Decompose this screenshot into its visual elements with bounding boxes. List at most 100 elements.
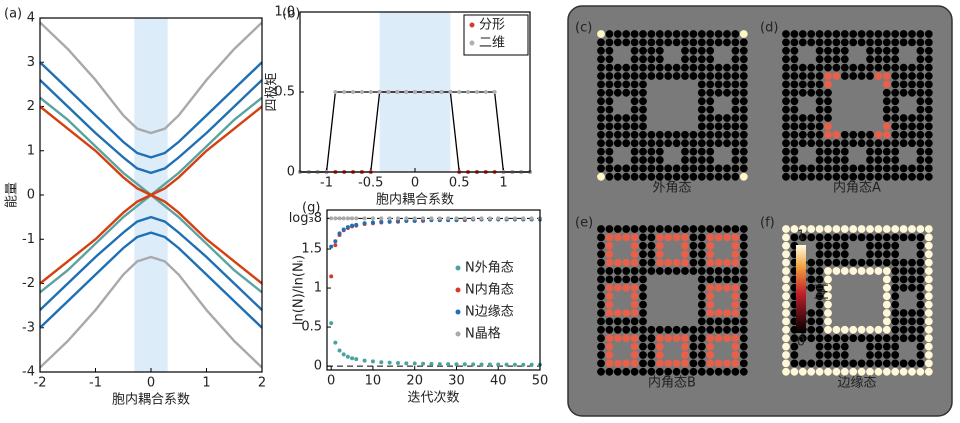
lattice-site: [655, 164, 664, 173]
data-point: [504, 216, 509, 221]
lattice-site: [916, 105, 925, 114]
lattice-site: [597, 97, 605, 106]
data-point: [512, 216, 517, 221]
series-line: [39, 61, 263, 159]
lattice-site: [916, 122, 925, 131]
lattice-site: [924, 275, 933, 284]
lattice-site: [714, 334, 723, 343]
lattice-site: [782, 359, 790, 368]
lattice-site: [782, 55, 790, 64]
lattice-site: [639, 122, 647, 131]
x-tick-label: 50: [532, 374, 549, 389]
lattice-site: [639, 334, 647, 343]
lattice-site: [681, 367, 689, 376]
lattice-site: [790, 359, 799, 368]
data-point: [462, 362, 467, 367]
lattice-site: [924, 147, 933, 156]
lattice-site: [622, 267, 631, 275]
lattice-site: [882, 250, 891, 259]
lattice-site: [597, 114, 605, 122]
lattice-site: [899, 325, 908, 334]
lattice-site: [597, 105, 605, 114]
lattice-site: [815, 334, 824, 343]
lattice-site: [597, 292, 605, 301]
y-tick-label: 0.5: [301, 320, 322, 335]
lattice-site: [840, 250, 849, 259]
data-point: [333, 216, 338, 221]
data-point: [439, 90, 444, 94]
lattice-site: [630, 172, 639, 181]
lattice-site: [840, 334, 849, 343]
lattice-site: [882, 267, 891, 275]
lattice-site: [874, 46, 883, 55]
series-line: [39, 215, 263, 311]
lattice-site: [639, 258, 647, 267]
lattice-site: [924, 300, 933, 309]
lattice-site: [891, 233, 900, 242]
lattice-site: [798, 122, 807, 131]
lattice-site: [613, 258, 622, 267]
lattice-site: [832, 325, 841, 334]
lattice-site: [874, 367, 883, 376]
data-point: [496, 216, 501, 221]
lattice-site: [824, 250, 832, 259]
lattice-site: [689, 241, 698, 250]
data-point: [387, 219, 392, 224]
lattice-site: [832, 72, 841, 80]
data-point: [350, 356, 355, 361]
data-point: [437, 216, 442, 221]
lattice-site: [874, 139, 883, 148]
lattice-site: [706, 88, 715, 97]
lattice-site: [866, 267, 874, 275]
lattice-site: [790, 55, 799, 64]
lattice-site: [899, 63, 908, 72]
lattice-site: [908, 258, 916, 267]
lattice-site: [622, 233, 631, 242]
legend-marker: [455, 331, 461, 337]
lattice-site: [891, 97, 900, 106]
lattice-site: [924, 342, 933, 351]
lattice-site: [874, 156, 883, 164]
lattice-site: [630, 72, 639, 80]
lattice-site: [866, 63, 874, 72]
lattice-site: [824, 147, 832, 156]
lattice-site: [613, 122, 622, 131]
lattice-site: [739, 300, 748, 309]
series-line: [39, 79, 263, 175]
lattice-site: [916, 30, 925, 38]
lattice-site: [630, 225, 639, 233]
lattice-background: [567, 5, 953, 417]
y-tick-label: 1: [27, 143, 35, 158]
lattice-site: [874, 351, 883, 359]
lattice-site: [647, 367, 656, 376]
lattice-site: [655, 147, 664, 156]
lattice-site: [874, 147, 883, 156]
lattice-site: [639, 30, 647, 38]
lattice-site: [697, 38, 706, 47]
panel-label: (c): [575, 21, 592, 36]
lattice-site: [723, 359, 731, 368]
panel-label: (d): [760, 21, 778, 36]
lattice-site: [807, 325, 816, 334]
lattice-site: [798, 38, 807, 47]
data-point: [351, 90, 356, 94]
y-tick-label: 1.5: [301, 242, 322, 257]
lattice-site: [613, 334, 622, 343]
lattice-site: [647, 38, 656, 47]
lattice-site: [832, 172, 841, 181]
lattice-site: [824, 46, 832, 55]
lattice-site: [723, 30, 731, 38]
lattice-site: [832, 38, 841, 47]
data-point: [354, 222, 359, 227]
lattice-site: [857, 258, 866, 267]
data-point: [412, 216, 417, 221]
lattice-site: [815, 156, 824, 164]
lattice-site: [891, 80, 900, 89]
lattice-site: [790, 130, 799, 139]
lattice-site: [790, 105, 799, 114]
lattice-site: [782, 156, 790, 164]
lattice-site: [731, 275, 740, 284]
lattice-site: [782, 317, 790, 326]
lattice-site: [739, 105, 748, 114]
lattice-site: [782, 250, 790, 259]
